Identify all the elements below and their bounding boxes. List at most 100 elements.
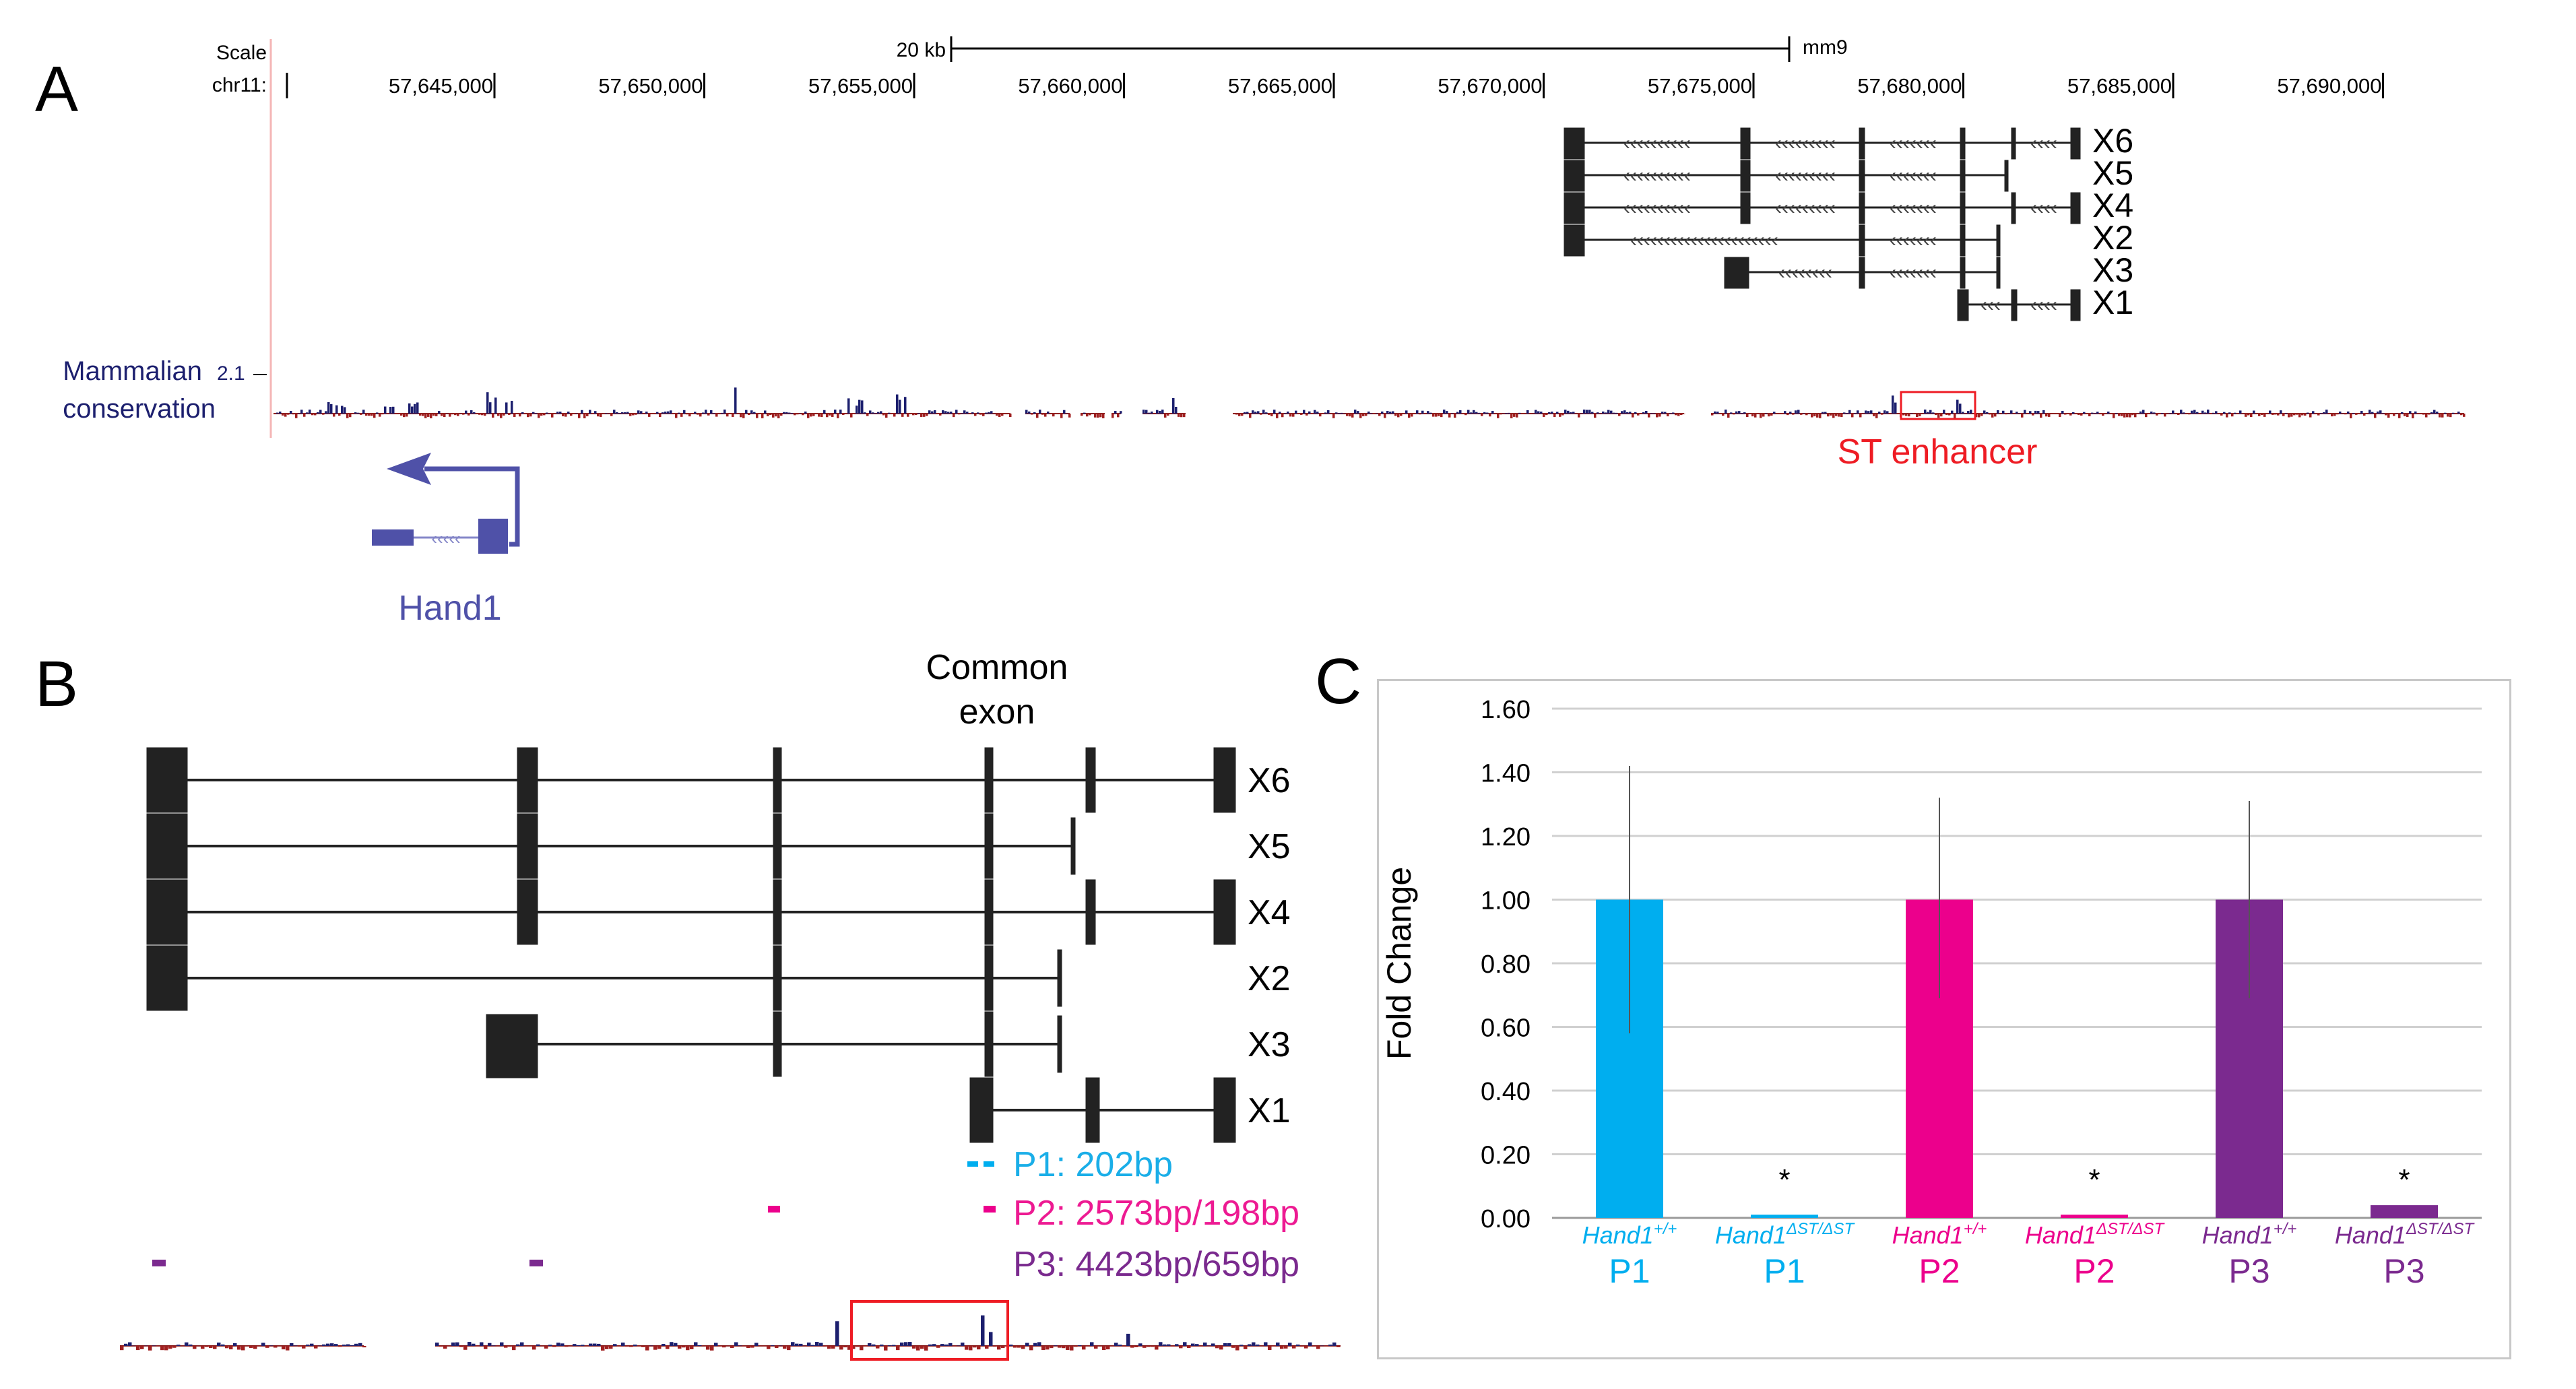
genotype-name: Hand1 bbox=[2202, 1221, 2274, 1249]
transcript-label-b-x3: X3 bbox=[1248, 1025, 1291, 1064]
primer-marks bbox=[152, 1161, 996, 1266]
x-tick-probe-label: P1 bbox=[1764, 1252, 1805, 1290]
transcript-a-x1: ‹‹‹ ‹‹‹‹ bbox=[1957, 289, 2081, 321]
hand1-gene-model: ‹‹‹‹‹ bbox=[372, 453, 520, 554]
genotype-name: Hand1 bbox=[1892, 1221, 1964, 1249]
primer-p2-label: P2: 2573bp/198bp bbox=[1013, 1194, 1299, 1233]
svg-text:‹‹‹‹: ‹‹‹‹ bbox=[2030, 197, 2057, 219]
primer-p1-mark bbox=[967, 1161, 978, 1167]
transcript-b-x6 bbox=[146, 747, 1236, 813]
y-tick-label: 0.00 bbox=[1481, 1205, 1531, 1233]
y-tick-label: 0.60 bbox=[1481, 1014, 1531, 1043]
transcript-b-x3 bbox=[486, 1011, 1062, 1078]
x-tick-probe-label: P3 bbox=[2383, 1252, 2424, 1290]
primer-p3-mark bbox=[529, 1260, 543, 1266]
svg-text:‹‹‹‹‹‹‹: ‹‹‹‹‹‹‹ bbox=[1890, 229, 1937, 251]
transcript-label-a-x1: X1 bbox=[2092, 284, 2133, 321]
transcript-a-x6: ‹‹‹‹‹‹‹‹‹‹ ‹‹‹‹‹‹‹‹‹ ‹‹‹‹‹‹‹ ‹‹‹‹ bbox=[1564, 127, 2081, 160]
conservation-track-b bbox=[120, 1315, 1341, 1351]
bar bbox=[2061, 1215, 2128, 1218]
transcript-b-x5 bbox=[146, 813, 1076, 879]
svg-text:‹‹‹‹‹‹‹‹‹: ‹‹‹‹‹‹‹‹‹ bbox=[1775, 164, 1836, 187]
significance-marker: * bbox=[2398, 1163, 2410, 1196]
x-tick-probe-label: P3 bbox=[2228, 1252, 2269, 1290]
transcript-a-x3: ‹‹‹‹‹‹‹‹ ‹‹‹‹‹‹‹ bbox=[1724, 257, 2001, 289]
transcript-a-x5: ‹‹‹‹‹‹‹‹‹‹ ‹‹‹‹‹‹‹‹‹ ‹‹‹‹‹‹‹ bbox=[1564, 160, 2009, 192]
transcript-label-a-x2: X2 bbox=[2092, 219, 2133, 257]
x-tick-genotype-label: Hand1+/+ bbox=[1892, 1220, 1987, 1249]
transcript-b-x2 bbox=[146, 945, 1062, 1011]
transcript-label-b-x6: X6 bbox=[1248, 761, 1291, 800]
scale-label: Scale bbox=[216, 42, 267, 64]
svg-text:‹‹‹‹‹‹‹‹‹: ‹‹‹‹‹‹‹‹‹ bbox=[1775, 132, 1836, 154]
x-tick-genotype-label: Hand1+/+ bbox=[1582, 1220, 1677, 1249]
svg-text:‹‹‹‹‹‹‹‹‹‹: ‹‹‹‹‹‹‹‹‹‹ bbox=[1623, 197, 1691, 219]
significance-marker: * bbox=[1778, 1163, 1790, 1196]
svg-text:‹‹‹‹‹‹‹: ‹‹‹‹‹‹‹ bbox=[1890, 132, 1937, 154]
common-exon-label-line1: Common bbox=[926, 648, 1068, 687]
track-label-line1: Mammalian bbox=[63, 356, 202, 386]
x-tick-probe-label: P2 bbox=[1919, 1252, 1960, 1290]
transcript-label-b-x2: X2 bbox=[1248, 959, 1291, 998]
genotype-name: Hand1 bbox=[2335, 1221, 2406, 1249]
transcript-models-b bbox=[146, 747, 1236, 1143]
genotype-superscript: ΔST/ΔST bbox=[2406, 1220, 2476, 1238]
scale-bar-label: 20 kb bbox=[897, 39, 946, 61]
track-max-label: 2.1 bbox=[217, 362, 245, 385]
svg-text:‹‹‹‹: ‹‹‹‹ bbox=[2030, 294, 2057, 316]
y-tick-label: 0.80 bbox=[1481, 950, 1531, 979]
y-axis-label: Fold Change bbox=[1380, 867, 1418, 1060]
primer-p3-label: P3: 4423bp/659bp bbox=[1013, 1245, 1299, 1284]
chr-label: chr11: bbox=[212, 74, 267, 96]
ruler-label: 57,665,000 bbox=[1228, 74, 1332, 98]
transcript-label-a-x5: X5 bbox=[2092, 154, 2133, 192]
conservation-track-a bbox=[273, 387, 2466, 418]
bar-chart: 0.00 0.20 0.40 0.60 0.80 1.00 1.20 1.40 1.60 Fold… bbox=[1380, 696, 2482, 1290]
svg-text:‹‹‹‹‹‹‹: ‹‹‹‹‹‹‹ bbox=[1890, 261, 1937, 284]
x-tick-genotype-label: Hand1ΔST/ΔST bbox=[2025, 1220, 2166, 1249]
enhancer-box-b bbox=[850, 1300, 1009, 1361]
ruler-label: 57,675,000 bbox=[1648, 74, 1752, 98]
svg-text:‹‹‹‹‹‹‹‹‹: ‹‹‹‹‹‹‹‹‹ bbox=[1775, 197, 1836, 219]
ruler-label: 57,645,000 bbox=[389, 74, 493, 98]
svg-text:‹‹‹‹‹‹‹‹‹‹: ‹‹‹‹‹‹‹‹‹‹ bbox=[1623, 132, 1691, 154]
primer-p1-label: P1: 202bp bbox=[1013, 1145, 1173, 1184]
transcript-label-b-x4: X4 bbox=[1248, 893, 1291, 932]
genotype-name: Hand1 bbox=[2025, 1221, 2096, 1249]
genotype-superscript: +/+ bbox=[2274, 1220, 2297, 1238]
ruler-label: 57,655,000 bbox=[808, 74, 913, 98]
x-tick-probe-label: P1 bbox=[1609, 1252, 1650, 1290]
transcript-labels-b: X6 X5 X4 X2 X3 X1 bbox=[1248, 761, 1291, 1130]
ruler-label: 57,660,000 bbox=[1018, 74, 1122, 98]
svg-text:‹‹‹: ‹‹‹ bbox=[1981, 294, 2001, 316]
y-tick-label: 1.00 bbox=[1481, 887, 1531, 915]
transcript-a-x4: ‹‹‹‹‹‹‹‹‹‹ ‹‹‹‹‹‹‹‹‹ ‹‹‹‹‹‹‹ ‹‹‹‹ bbox=[1564, 192, 2081, 224]
genotype-name: Hand1 bbox=[1582, 1221, 1654, 1249]
scale-bar bbox=[950, 36, 1791, 62]
ruler-label: 57,690,000 bbox=[2277, 74, 2381, 98]
y-tick-label: 0.20 bbox=[1481, 1142, 1531, 1170]
ruler-labels: 57,645,000 57,650,000 57,655,000 57,660,000… bbox=[389, 73, 2384, 98]
transcript-b-x4 bbox=[146, 879, 1236, 945]
svg-text:‹‹‹‹‹‹‹‹‹‹‹‹‹‹‹‹‹‹‹‹‹‹: ‹‹‹‹‹‹‹‹‹‹‹‹‹‹‹‹‹‹‹‹‹‹ bbox=[1630, 229, 1778, 251]
genotype-name: Hand1 bbox=[1715, 1221, 1786, 1249]
x-tick-probe-label: P2 bbox=[2073, 1252, 2115, 1290]
panel-c: C 0.00 0.20 0.40 0.60 0.80 1.00 1.20 1.40 1.60 Fo… bbox=[1315, 645, 2482, 1290]
y-tick-label: 1.60 bbox=[1481, 696, 1531, 724]
transcript-label-b-x1: X1 bbox=[1248, 1091, 1291, 1130]
ruler-label: 57,650,000 bbox=[598, 74, 703, 98]
track-label-line2: conservation bbox=[63, 394, 216, 424]
ruler-label: 57,680,000 bbox=[1857, 74, 1962, 98]
transcript-label-a-x4: X4 bbox=[2092, 187, 2133, 224]
ruler-label: 57,685,000 bbox=[2067, 74, 2172, 98]
svg-text:‹‹‹‹‹‹‹: ‹‹‹‹‹‹‹ bbox=[1890, 164, 1937, 187]
hand1-label: Hand1 bbox=[398, 589, 501, 628]
svg-text:‹‹‹‹‹‹‹‹: ‹‹‹‹‹‹‹‹ bbox=[1778, 261, 1832, 284]
x-tick-genotype-label: Hand1ΔST/ΔST bbox=[2335, 1220, 2476, 1249]
bar bbox=[2371, 1205, 2438, 1218]
primer-p2-mark bbox=[768, 1206, 780, 1213]
primer-p3-mark bbox=[152, 1260, 166, 1266]
enhancer-box-a bbox=[1900, 391, 1976, 420]
